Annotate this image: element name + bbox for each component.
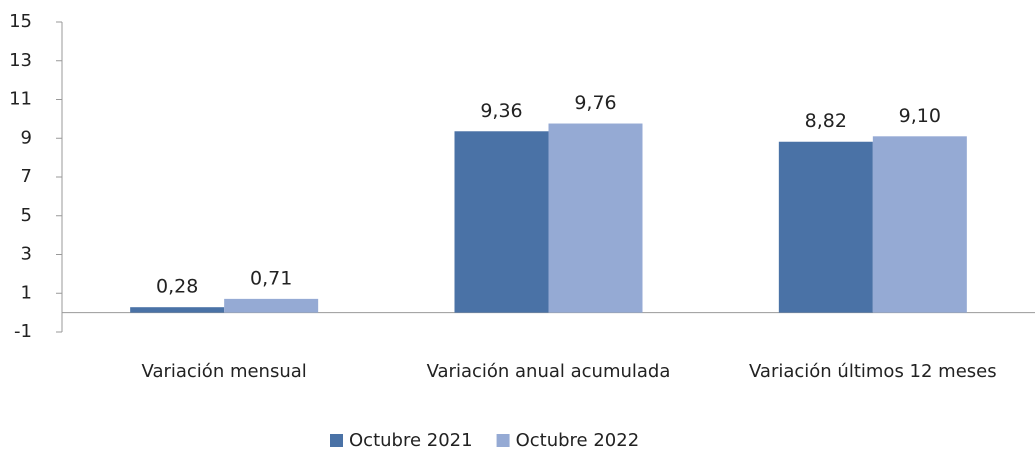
y-tick-label: -1 [14,321,32,342]
y-tick-label: 3 [21,244,32,265]
y-tick-label: 5 [21,205,32,226]
value-label: 0,71 [250,267,292,289]
value-label: 8,82 [805,110,847,132]
bar [130,307,225,313]
value-label: 9,76 [574,92,616,114]
y-tick-label: 1 [21,282,32,303]
bar [872,136,967,313]
legend-swatch [496,434,510,447]
bar [548,123,643,313]
legend-label: Octubre 2022 [516,430,640,451]
y-tick-label: 7 [21,166,32,187]
value-label: 9,36 [480,100,522,122]
x-tick-label: Variación últimos 12 meses [749,361,997,382]
bar [778,141,873,313]
legend-label: Octubre 2021 [349,430,473,451]
y-tick-label: 9 [21,127,32,148]
legend-swatch [330,434,343,447]
value-label: 9,10 [899,105,941,127]
value-label: 0,28 [156,276,198,298]
y-tick-label: 11 [9,89,32,110]
y-tick-label: 13 [9,50,32,71]
x-tick-label: Variación anual acumulada [427,361,671,382]
bar [224,298,319,313]
y-tick-label: 15 [9,11,32,32]
x-tick-label: Variación mensual [142,361,307,382]
bar [454,131,549,313]
